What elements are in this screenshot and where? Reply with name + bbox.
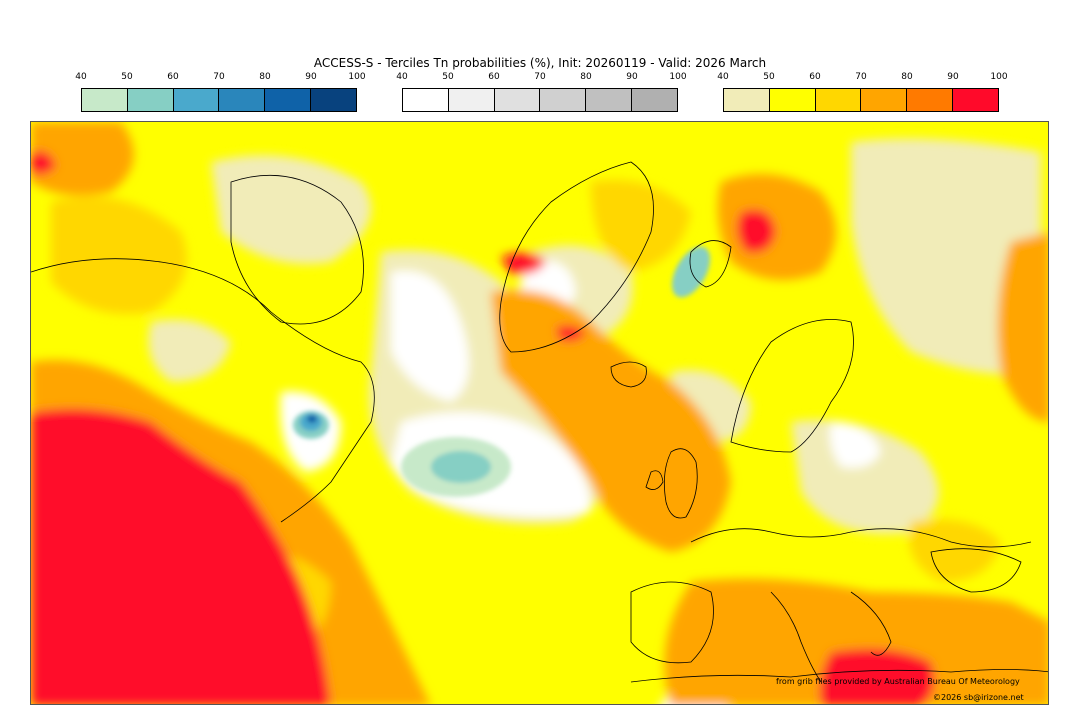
legend-tick: 50 [442, 72, 454, 82]
legend-tick: 70 [855, 72, 867, 82]
legend-tick: 70 [534, 72, 546, 82]
legend-tick: 60 [167, 72, 179, 82]
chart-title: ACCESS-S - Terciles Tn probabilities (%)… [313, 56, 767, 70]
source-credit: from grib files provided by Australian B… [776, 677, 1020, 686]
legend-tick: 80 [259, 72, 271, 82]
legend-swatch [494, 89, 541, 111]
legend-swatch [173, 89, 220, 111]
legend-tick: 100 [990, 72, 1008, 82]
legend-swatch [540, 89, 587, 111]
legend-tick: 80 [901, 72, 913, 82]
legend-swatch [127, 89, 174, 111]
legend-swatch [907, 89, 954, 111]
legend-swatch [586, 89, 633, 111]
legend-swatch [219, 89, 266, 111]
legend-tick: 40 [75, 72, 87, 82]
legend-swatch [311, 89, 356, 111]
legend-tick: 50 [121, 72, 133, 82]
legend-swatch [632, 89, 677, 111]
legend-swatch [861, 89, 908, 111]
coastlines [31, 161, 1048, 683]
legend-swatch [448, 89, 495, 111]
legend-tick: 40 [396, 72, 408, 82]
legend-swatch [769, 89, 816, 111]
legend-tick: 90 [305, 72, 317, 82]
legend-colorbar [723, 88, 999, 112]
legend-colorbar [402, 88, 678, 112]
legend-tick: 40 [717, 72, 729, 82]
legend-colorbar [81, 88, 357, 112]
legend-swatch [815, 89, 862, 111]
legend-tick: 100 [669, 72, 687, 82]
legend-swatch [82, 89, 128, 111]
legend-tick: 70 [213, 72, 225, 82]
legend-below-normal: 40 50 60 70 80 90 100 [75, 72, 366, 112]
probability-fields [31, 122, 1048, 704]
legend-tick: 60 [488, 72, 500, 82]
legend-above-normal: 40 50 60 70 80 90 100 [717, 72, 1008, 112]
copyright-credit: ©2026 sb@irizone.net [933, 693, 1024, 702]
legend-swatch [403, 89, 449, 111]
legend-tick: 100 [348, 72, 366, 82]
legend-tick: 80 [580, 72, 592, 82]
legend-tick: 90 [947, 72, 959, 82]
legend-swatch [265, 89, 312, 111]
legend-near-normal: 40 50 60 70 80 90 100 [396, 72, 687, 112]
legend-swatch [724, 89, 770, 111]
probability-map [30, 121, 1049, 705]
legend-tick: 90 [626, 72, 638, 82]
legend-swatch [953, 89, 998, 111]
legend-tick: 60 [809, 72, 821, 82]
legend-tick: 50 [763, 72, 775, 82]
cold-anomalies [293, 246, 711, 497]
map-canvas [31, 122, 1048, 704]
